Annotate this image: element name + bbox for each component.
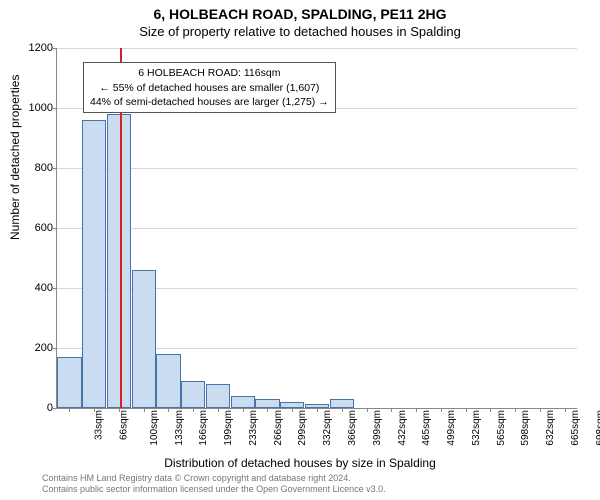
histogram-bar [82,120,106,408]
ytick-mark [53,288,57,289]
y-axis-label: Number of detached properties [8,75,22,240]
ytick-label: 400 [35,282,53,294]
xtick-label: 366sqm [347,410,358,446]
ytick-mark [53,348,57,349]
ytick-mark [53,168,57,169]
xtick-label: 532sqm [471,410,482,446]
ytick-mark [53,108,57,109]
histogram-bar [181,381,205,408]
xtick-mark [466,408,467,412]
histogram-bar [57,357,81,408]
histogram-bar [255,399,279,408]
ytick-label: 600 [35,222,53,234]
xtick-mark [168,408,169,412]
xtick-label: 632sqm [545,410,556,446]
ytick-mark [53,48,57,49]
histogram-bar [132,270,156,408]
xtick-label: 432sqm [397,410,408,446]
xtick-mark [94,408,95,412]
chart-container: 6, HOLBEACH ROAD, SPALDING, PE11 2HG Siz… [0,0,600,500]
xtick-mark [69,408,70,412]
xtick-label: 66sqm [119,410,130,440]
gridline [57,168,577,169]
xtick-label: 233sqm [248,410,259,446]
xtick-mark [416,408,417,412]
xtick-label: 299sqm [298,410,309,446]
xtick-label: 565sqm [496,410,507,446]
xtick-mark [342,408,343,412]
info-box: 6 HOLBEACH ROAD: 116sqm← 55% of detached… [83,62,336,113]
ytick-mark [53,408,57,409]
histogram-bar [206,384,230,408]
xtick-mark [267,408,268,412]
histogram-bar [156,354,180,408]
xtick-mark [367,408,368,412]
title-main: 6, HOLBEACH ROAD, SPALDING, PE11 2HG [0,6,600,22]
xtick-label: 499sqm [446,410,457,446]
xtick-mark [391,408,392,412]
xtick-label: 199sqm [223,410,234,446]
xtick-mark [119,408,120,412]
xtick-label: 100sqm [149,410,160,446]
info-box-line: 6 HOLBEACH ROAD: 116sqm [90,66,329,80]
xtick-label: 332sqm [322,410,333,446]
ytick-label: 200 [35,342,53,354]
info-box-line: 44% of semi-detached houses are larger (… [90,95,329,109]
xtick-label: 598sqm [520,410,531,446]
plot-area: 02004006008001000120033sqm66sqm100sqm133… [56,48,577,409]
histogram-bar [231,396,255,408]
xtick-mark [540,408,541,412]
ytick-mark [53,228,57,229]
gridline [57,228,577,229]
ytick-label: 0 [47,402,53,414]
xtick-label: 133sqm [174,410,185,446]
histogram-bar [330,399,354,408]
ytick-label: 1000 [29,102,53,114]
xtick-mark [243,408,244,412]
xtick-mark [193,408,194,412]
xtick-label: 465sqm [421,410,432,446]
xtick-label: 166sqm [199,410,210,446]
gridline [57,48,577,49]
xtick-mark [144,408,145,412]
x-axis-label: Distribution of detached houses by size … [0,456,600,470]
xtick-mark [441,408,442,412]
xtick-mark [218,408,219,412]
xtick-mark [565,408,566,412]
attribution: Contains HM Land Registry data © Crown c… [42,473,386,496]
ytick-label: 1200 [29,42,53,54]
title-sub: Size of property relative to detached ho… [0,24,600,39]
xtick-label: 266sqm [273,410,284,446]
attribution-line: Contains HM Land Registry data © Crown c… [42,473,386,485]
info-box-line: ← 55% of detached houses are smaller (1,… [90,81,329,95]
xtick-label: 399sqm [372,410,383,446]
xtick-label: 698sqm [595,410,600,446]
histogram-bar [107,114,131,408]
attribution-line: Contains public sector information licen… [42,484,386,496]
ytick-label: 800 [35,162,53,174]
xtick-mark [490,408,491,412]
xtick-mark [292,408,293,412]
xtick-label: 665sqm [570,410,581,446]
xtick-mark [515,408,516,412]
xtick-label: 33sqm [94,410,105,440]
xtick-mark [317,408,318,412]
